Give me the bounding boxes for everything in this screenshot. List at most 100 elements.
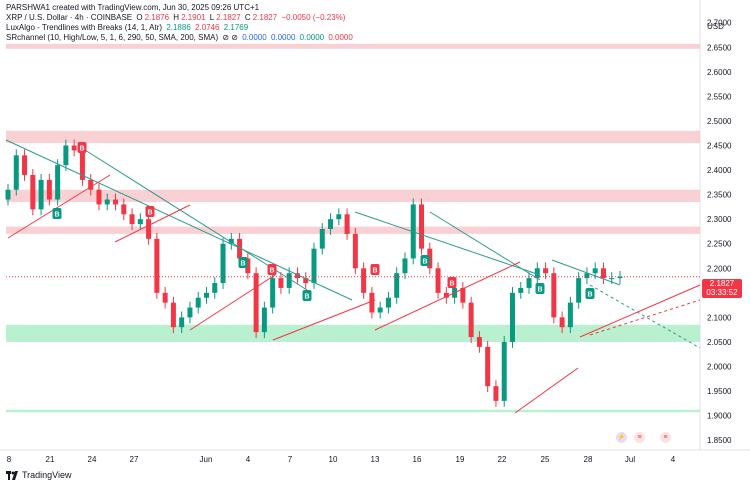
srchannel-indicator-line[interactable]: SRchannel (10, High/Low, 5, 1, 6, 290, 5… (6, 33, 355, 42)
candle-body (220, 243, 226, 284)
uptrend-line (189, 274, 276, 331)
candle-body (584, 273, 590, 279)
y-tick-label: 2.3000 (707, 215, 732, 224)
chart-credit: PARSHWA1 created with TradingView.com, J… (6, 3, 260, 12)
candle-body (38, 179, 44, 210)
break-signal-marker (585, 288, 595, 299)
downtrend-line (429, 211, 541, 281)
resistance-zone (6, 130, 700, 144)
srchannel-value-4: 0.0000 (328, 33, 353, 42)
candle-body (617, 276, 623, 279)
candle-body (79, 150, 85, 180)
candle-body (195, 297, 201, 308)
candle-body (485, 346, 491, 387)
candle-body (104, 199, 110, 205)
candle-body (278, 278, 284, 288)
footer-brand[interactable]: TradingView (6, 470, 72, 480)
lightning-icon[interactable]: ⚡ (616, 432, 627, 443)
candle-body (344, 214, 350, 234)
break-signal-label: B (54, 212, 59, 219)
y-tick-label: 2.6500 (707, 43, 732, 52)
visibility-icons[interactable]: ⊘ ⊘ (222, 33, 238, 42)
candle-body (576, 278, 582, 303)
break-signal-label: B (372, 268, 377, 275)
y-tick-label: 2.5000 (707, 117, 732, 126)
break-signal-label: B (269, 268, 274, 275)
candle-body (427, 248, 433, 269)
currency-label[interactable]: USD (707, 22, 724, 31)
y-tick-label: 2.3500 (707, 191, 732, 200)
break-signal-marker (535, 283, 545, 294)
candle-body (261, 307, 267, 333)
candle-body (443, 292, 449, 298)
break-signal-label: B (449, 281, 454, 288)
change-value: −0.0050 (−0.23%) (281, 13, 346, 22)
luxalgo-indicator-line[interactable]: LuxAlgo - Trendlines with Breaks (14, 1,… (6, 23, 250, 32)
break-signal-marker (145, 206, 155, 217)
candle-body (146, 219, 152, 239)
candle-body (55, 165, 61, 200)
y-tick-label: 1.9000 (707, 412, 732, 421)
candle-body (419, 204, 425, 249)
candle-body (253, 273, 259, 333)
candle-body (352, 233, 358, 269)
candle-body (518, 287, 524, 293)
candle-body (509, 292, 515, 342)
luxalgo-name: LuxAlgo - Trendlines with Breaks (14, 1,… (6, 23, 163, 32)
candle-body (336, 214, 342, 220)
us-flag-icon[interactable]: ≡ (634, 432, 645, 443)
candle-body (394, 273, 400, 298)
candle-body (129, 214, 135, 225)
y-tick-label: 2.5500 (707, 92, 732, 101)
downtrend-line (5, 139, 353, 301)
candle-body (501, 341, 507, 401)
close-value: 2.1827 (252, 13, 278, 22)
symbol-title[interactable]: XRP / U.S. Dollar · 4h · COINBASE (6, 13, 133, 22)
luxalgo-value-3: 2.1769 (223, 23, 249, 32)
x-tick-label: 4 (671, 455, 676, 464)
candle-body (468, 302, 474, 338)
break-signal-label: B (240, 261, 245, 268)
candle-body (170, 302, 176, 328)
candle-body (311, 248, 317, 284)
uptrend-line (579, 284, 701, 338)
candle-body (543, 268, 549, 274)
brand-name: TradingView (22, 470, 72, 480)
high-value: 2.1901 (181, 13, 206, 22)
candle-body (96, 189, 102, 205)
candle-body (377, 307, 383, 313)
x-tick-label: Jul (625, 455, 635, 464)
candle-body (319, 229, 325, 249)
candle-body (460, 287, 466, 303)
candle-body (435, 268, 441, 293)
break-signal-marker (238, 257, 248, 268)
break-signal-label: B (537, 287, 542, 294)
candle-body (46, 179, 52, 200)
candle-body (303, 278, 309, 284)
resistance-zone (6, 189, 700, 202)
luxalgo-value-1: 2.1886 (166, 23, 191, 32)
x-tick-label: 19 (456, 455, 465, 464)
break-signal-label: B (79, 146, 84, 153)
break-signal-marker (420, 255, 430, 266)
x-tick-label: 22 (498, 455, 507, 464)
resistance-zone (6, 226, 700, 234)
candle-body (121, 204, 127, 215)
candle-body (402, 258, 408, 274)
break-signal-label: B (304, 294, 309, 301)
x-tick-label: 13 (371, 455, 380, 464)
us-flag-icon-2[interactable]: ≡ (660, 432, 671, 443)
break-signal-marker (52, 208, 62, 219)
resistance-zone (6, 43, 700, 49)
y-tick-label: 2.0000 (707, 363, 732, 372)
candle-body (203, 292, 209, 298)
candle-body (294, 273, 300, 279)
break-signal-label: B (587, 292, 592, 299)
candle-body (228, 238, 234, 244)
candle-body (30, 174, 36, 210)
y-tick-label: 2.2500 (707, 240, 732, 249)
y-tick-label: 2.0500 (707, 338, 732, 347)
candle-body (212, 283, 218, 293)
x-tick-label: 7 (288, 455, 293, 464)
